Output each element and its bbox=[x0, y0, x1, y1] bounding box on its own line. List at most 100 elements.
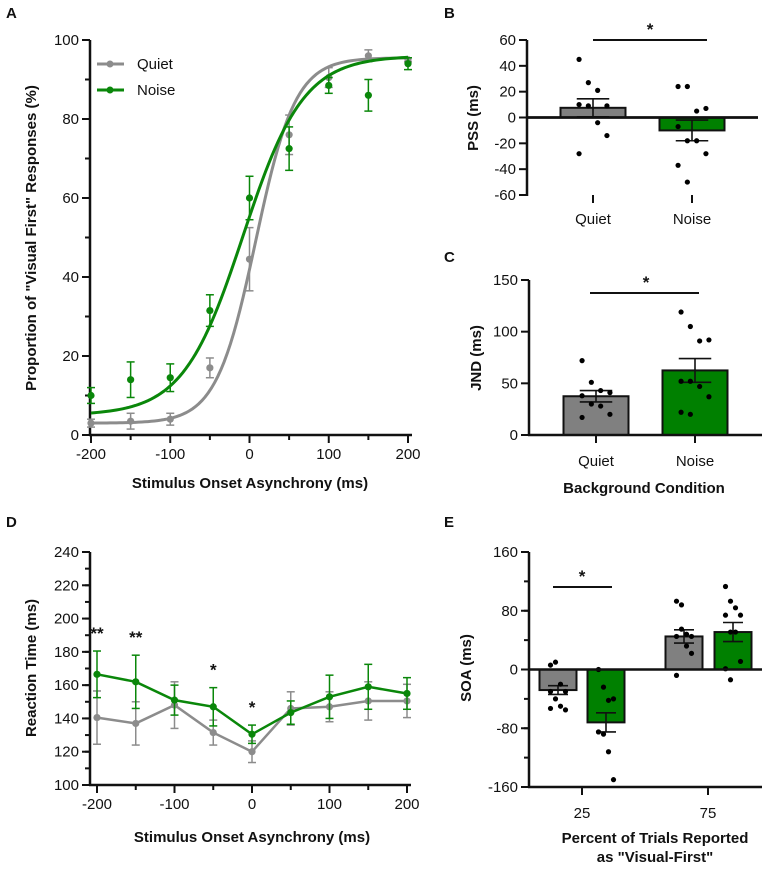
panel-a-noise-point bbox=[285, 145, 293, 153]
panel-d-quiet-point bbox=[248, 748, 256, 756]
panel-b-data-point bbox=[604, 132, 610, 139]
panel-a-y-tick-label: 80 bbox=[62, 111, 79, 128]
legend-noise-marker bbox=[106, 86, 114, 94]
panel-b-data-point bbox=[576, 151, 582, 157]
panel-d-y-tick-label: 200 bbox=[54, 611, 79, 628]
panel-c-data-point bbox=[687, 378, 693, 384]
panel-b-data-point bbox=[576, 101, 582, 108]
panel-d-y-tick-label: 240 bbox=[54, 544, 79, 561]
panel-e-data-point bbox=[688, 650, 695, 656]
panel-c-data-point bbox=[598, 387, 604, 394]
panel-e-data-point bbox=[683, 643, 690, 649]
panel-label-b: B bbox=[444, 5, 455, 22]
panel-c-data-point bbox=[697, 338, 703, 344]
panel-c-data-point bbox=[598, 403, 604, 409]
panel-e-data-point bbox=[557, 681, 564, 687]
panel-a-y-tick-label: 60 bbox=[62, 190, 79, 207]
panel-b-data-point bbox=[694, 108, 700, 114]
panel-d-noise-point bbox=[287, 709, 295, 717]
panel-d-x-tick-label: 100 bbox=[317, 796, 342, 813]
panel-b-data-point bbox=[675, 162, 681, 168]
panel-b-y-tick-label: -20 bbox=[494, 135, 516, 152]
panel-d-noise-point bbox=[209, 703, 217, 711]
panel-a-x-tick-label: 100 bbox=[316, 446, 341, 463]
panel-d-x-tick-label: -100 bbox=[159, 796, 189, 813]
panel-c-data-point bbox=[579, 358, 585, 364]
panel-b-y-tick-label: -40 bbox=[494, 161, 516, 178]
panel-d-noise-point bbox=[403, 689, 411, 698]
panel-b-data-point bbox=[675, 83, 681, 90]
panel-c-data-point bbox=[678, 309, 684, 315]
panel-a-noise-point bbox=[87, 391, 95, 400]
panel-c-significance-marker: * bbox=[643, 273, 650, 292]
panel-b-data-point bbox=[694, 138, 700, 144]
panel-d-noise-point bbox=[325, 693, 334, 701]
panel-d-y-tick-label: 140 bbox=[54, 710, 79, 727]
panel-e-x-tick-label: 25 bbox=[574, 805, 591, 822]
panel-c-x-tick-label: Quiet bbox=[578, 453, 615, 470]
panel-c-data-point bbox=[588, 401, 594, 407]
panel-b-data-point bbox=[595, 120, 601, 126]
panel-c-ylabel: JND (ms) bbox=[468, 325, 485, 391]
panel-c-xlabel: Background Condition bbox=[563, 480, 725, 497]
panel-d-noise-point bbox=[132, 678, 140, 686]
panel-d-noise-point bbox=[93, 670, 101, 678]
panel-a-x-tick-label: -200 bbox=[76, 446, 106, 463]
panel-e-y-tick-label: -160 bbox=[488, 779, 518, 796]
panel-c-data-point bbox=[697, 383, 703, 390]
panel-b-data-point bbox=[684, 179, 690, 185]
panel-b-y-tick-label: -60 bbox=[494, 187, 516, 204]
panel-d-y-tick-label: 120 bbox=[54, 744, 79, 761]
panel-e-y-tick-label: 160 bbox=[493, 544, 518, 561]
panel-c-data-point bbox=[579, 414, 585, 421]
panel-c-y-tick-label: 0 bbox=[510, 427, 518, 444]
panel-d-y-tick-label: 160 bbox=[54, 677, 79, 694]
panel-d-x-tick-label: 0 bbox=[248, 796, 256, 813]
panel-d-noise-point bbox=[248, 730, 256, 738]
panel-label-d: D bbox=[6, 514, 17, 531]
panel-b-y-tick-label: 20 bbox=[499, 84, 516, 101]
panel-e-data-point bbox=[683, 631, 690, 637]
panel-a-quiet-point bbox=[245, 255, 254, 263]
panel-e-data-point bbox=[547, 662, 554, 668]
panel-e-data-point bbox=[605, 697, 612, 703]
panel-d-y-tick-label: 220 bbox=[54, 577, 79, 594]
panel-c-y-tick-label: 50 bbox=[501, 375, 518, 392]
legend-quiet-marker bbox=[106, 60, 114, 68]
panel-b-significance-marker: * bbox=[647, 20, 654, 39]
panel-d-y-tick-label: 100 bbox=[54, 777, 79, 794]
panel-b-ylabel: PSS (ms) bbox=[465, 85, 482, 151]
panel-a-quiet-point bbox=[87, 419, 95, 427]
panel-e-y-tick-label: -80 bbox=[496, 720, 518, 737]
panel-e-data-point bbox=[562, 688, 569, 695]
panel-e-data-point bbox=[678, 626, 685, 632]
panel-e-data-point bbox=[547, 705, 554, 712]
panel-a-y-tick-label: 100 bbox=[54, 32, 79, 49]
panel-c-data-point bbox=[588, 379, 594, 385]
panel-e-data-point bbox=[688, 633, 695, 640]
panel-e-data-point bbox=[722, 583, 729, 590]
panel-e-data-point bbox=[562, 707, 569, 713]
panel-d-quiet-point bbox=[209, 728, 217, 737]
panel-e-y-tick-label: 80 bbox=[501, 603, 518, 620]
legend-quiet-label: Quiet bbox=[137, 56, 174, 73]
panel-label-e: E bbox=[444, 514, 454, 531]
panel-e-data-point bbox=[673, 672, 680, 678]
panel-b-y-tick-label: 0 bbox=[508, 110, 516, 127]
panel-a-xlabel: Stimulus Onset Asynchrony (ms) bbox=[132, 475, 368, 492]
panel-e-data-point bbox=[610, 696, 617, 702]
panel-a-noise-point bbox=[245, 194, 254, 202]
legend-noise-label: Noise bbox=[137, 82, 175, 99]
panel-e-xlabel-line1: Percent of Trials Reported bbox=[562, 830, 749, 847]
panel-d-xlabel: Stimulus Onset Asynchrony (ms) bbox=[134, 829, 370, 846]
panel-label-a: A bbox=[6, 5, 17, 22]
panel-e-data-point bbox=[600, 731, 607, 737]
panel-c-data-point bbox=[687, 411, 693, 417]
panel-c-data-point bbox=[607, 390, 613, 396]
panel-e-data-point bbox=[727, 677, 734, 683]
panel-c-data-point bbox=[706, 394, 712, 400]
panel-e-data-point bbox=[552, 659, 559, 665]
panel-e-data-point bbox=[727, 598, 734, 604]
significance-marker: * bbox=[210, 661, 217, 680]
panel-a-noise-point bbox=[166, 374, 174, 382]
